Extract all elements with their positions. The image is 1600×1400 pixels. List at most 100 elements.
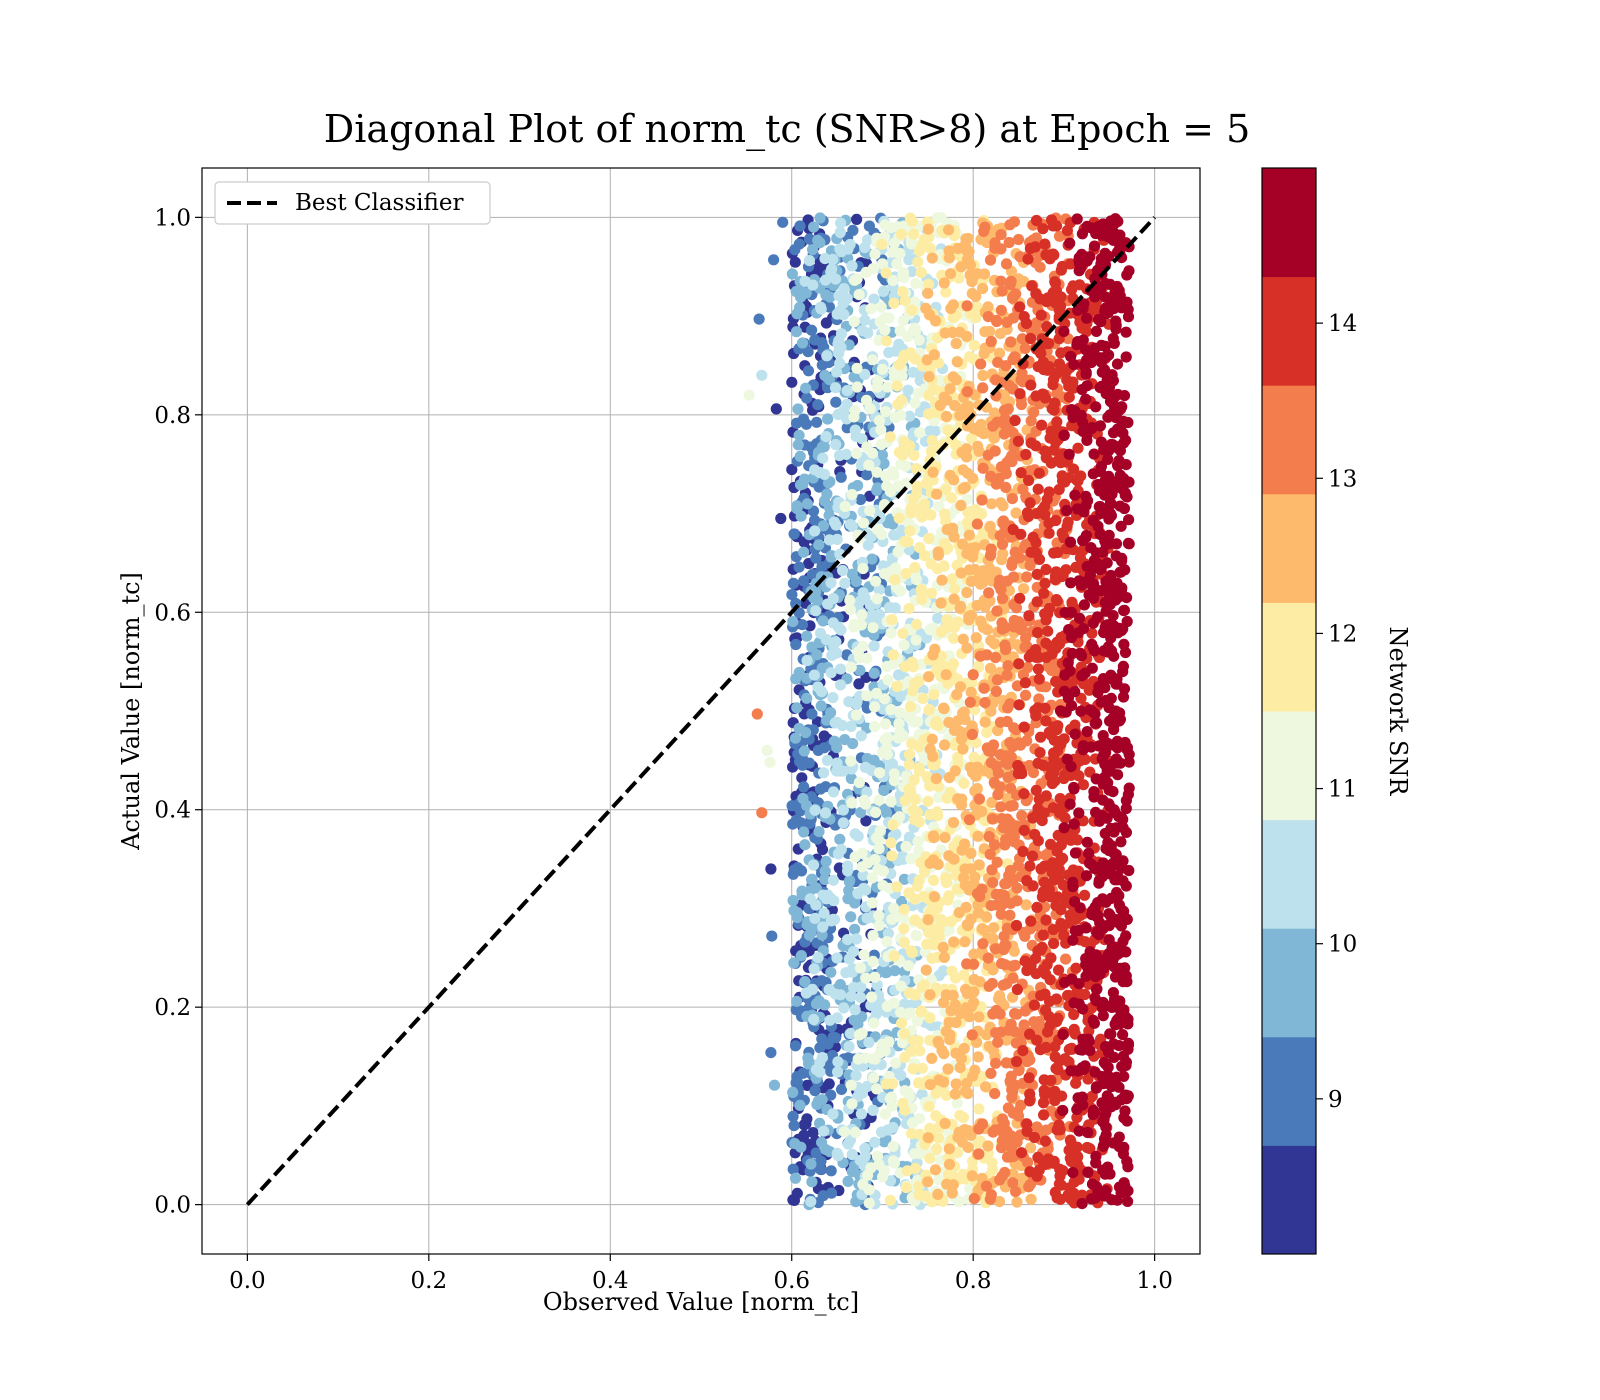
scatter-point (949, 999, 961, 1011)
scatter-point (955, 799, 968, 811)
scatter-point (1014, 388, 1026, 400)
scatter-point (943, 716, 955, 729)
scatter-point (786, 464, 798, 476)
scatter-point (791, 702, 803, 714)
scatter-point (911, 618, 923, 631)
scatter-point (933, 924, 945, 936)
scatter-point (995, 461, 1008, 473)
scatter-point (897, 627, 909, 640)
scatter-point (1079, 889, 1091, 901)
scatter-point (898, 936, 911, 949)
scatter-point (912, 387, 925, 399)
scatter-point (973, 1148, 985, 1160)
scatter-point (756, 807, 768, 819)
scatter-point (825, 577, 837, 589)
scatter-point (858, 949, 870, 961)
scatter-point (1006, 493, 1019, 505)
scatter-point (1029, 241, 1041, 253)
scatter-point (1120, 351, 1132, 363)
scatter-point (1007, 1177, 1019, 1189)
scatter-point (818, 907, 830, 919)
scatter-point (807, 859, 820, 871)
scatter-point (1113, 1131, 1125, 1143)
scatter-point (949, 583, 961, 595)
scatter-point (810, 605, 822, 617)
scatter-point (806, 708, 818, 720)
scatter-point (855, 1108, 868, 1120)
scatter-point (1050, 436, 1062, 448)
scatter-point (831, 952, 843, 964)
scatter-point (852, 830, 864, 842)
scatter-point (841, 398, 853, 410)
scatter-point (890, 1057, 902, 1069)
scatter-point (923, 1100, 935, 1112)
scatter-point (940, 286, 952, 298)
scatter-point (764, 756, 776, 768)
scatter-point (991, 674, 1004, 686)
scatter-point (899, 795, 911, 807)
scatter-point (1027, 880, 1039, 892)
scatter-point (853, 289, 865, 301)
scatter-point (903, 831, 916, 843)
scatter-point (963, 529, 975, 541)
scatter-point (1069, 847, 1082, 859)
scatter-point (850, 447, 863, 459)
scatter-point (1073, 265, 1085, 277)
scatter-point (953, 907, 965, 919)
scatter-point (765, 1047, 777, 1059)
scatter-point (1019, 641, 1031, 653)
scatter-point (974, 891, 986, 903)
scatter-point (951, 356, 963, 368)
scatter-point (861, 234, 874, 246)
scatter-point (1081, 312, 1093, 324)
scatter-point (987, 739, 1000, 751)
scatter-point (969, 1064, 981, 1076)
scatter-point (1007, 960, 1019, 972)
scatter-point (942, 1063, 954, 1075)
scatter-point (960, 451, 973, 463)
scatter-point (936, 574, 948, 586)
scatter-point (947, 522, 959, 534)
scatter-point (920, 964, 932, 976)
scatter-point (1019, 342, 1031, 354)
scatter-point (943, 924, 955, 936)
scatter-point (942, 894, 954, 906)
scatter-point (972, 1138, 984, 1150)
scatter-point (791, 308, 803, 320)
scatter-point (973, 793, 986, 805)
scatter-point (992, 767, 1005, 779)
scatter-point (1047, 379, 1059, 391)
scatter-point (868, 1072, 880, 1084)
scatter-point (1068, 781, 1080, 794)
scatter-point (982, 765, 994, 777)
scatter-point (923, 309, 936, 321)
scatter-point (798, 745, 810, 757)
scatter-point (997, 515, 1010, 527)
scatter-point (1034, 261, 1046, 273)
scatter-point (1023, 474, 1035, 486)
scatter-point (890, 828, 902, 840)
scatter-point (803, 929, 816, 941)
scatter-point (1018, 1019, 1030, 1031)
scatter-point (961, 586, 973, 599)
scatter-point (1021, 964, 1033, 977)
scatter-point (844, 874, 856, 887)
scatter-point (940, 483, 952, 496)
scatter-point (819, 807, 832, 819)
scatter-point (845, 720, 857, 733)
scatter-point (888, 775, 900, 787)
scatter-point (998, 930, 1010, 942)
scatter-point (1033, 467, 1045, 479)
scatter-point (918, 734, 930, 746)
scatter-point (940, 410, 953, 423)
scatter-point (1072, 475, 1084, 487)
scatter-point (867, 263, 879, 275)
scatter-point (788, 1194, 801, 1206)
scatter-point (906, 304, 918, 316)
scatter-point (787, 1163, 799, 1175)
scatter-point (909, 562, 921, 574)
scatter-point (1079, 753, 1091, 766)
scatter-point (970, 290, 982, 302)
scatter-point (927, 466, 939, 478)
scatter-point (888, 297, 900, 309)
